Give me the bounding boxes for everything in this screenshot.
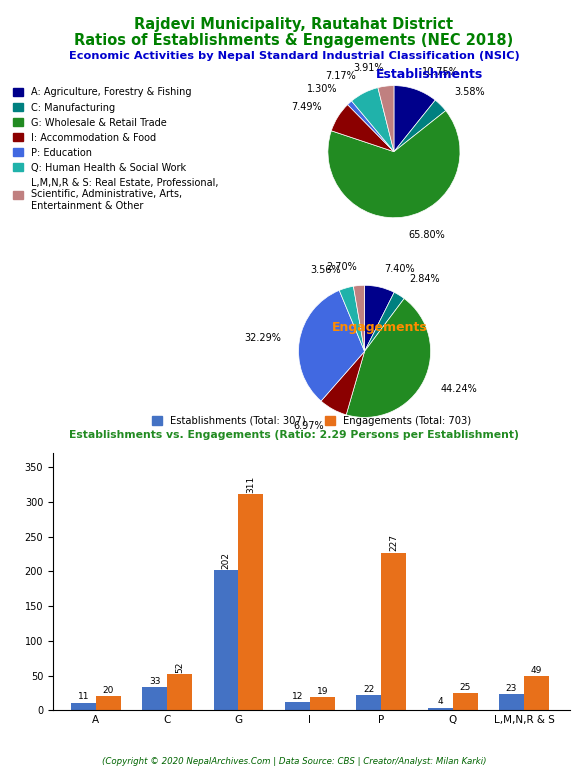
- Text: 3.58%: 3.58%: [454, 87, 485, 97]
- Bar: [96, 697, 121, 710]
- Text: 23: 23: [506, 684, 517, 693]
- Text: 12: 12: [292, 692, 303, 700]
- Text: 33: 33: [149, 677, 161, 686]
- Text: 44.24%: 44.24%: [440, 384, 477, 394]
- Text: 311: 311: [246, 475, 255, 493]
- Bar: [453, 693, 477, 710]
- Bar: [285, 702, 310, 710]
- Text: 7.40%: 7.40%: [384, 264, 415, 274]
- Text: Economic Activities by Nepal Standard Industrial Classification (NSIC): Economic Activities by Nepal Standard In…: [69, 51, 519, 61]
- Text: Engagements: Engagements: [332, 321, 427, 334]
- Text: 32.29%: 32.29%: [244, 333, 281, 343]
- Text: 227: 227: [389, 535, 398, 551]
- Wedge shape: [339, 286, 365, 352]
- Text: Rajdevi Municipality, Rautahat District: Rajdevi Municipality, Rautahat District: [135, 17, 453, 32]
- Bar: [499, 694, 524, 710]
- Text: 7.49%: 7.49%: [292, 102, 322, 112]
- Wedge shape: [352, 88, 394, 152]
- Wedge shape: [331, 104, 394, 152]
- Text: 2.70%: 2.70%: [327, 262, 358, 272]
- Legend: A: Agriculture, Forestry & Fishing, C: Manufacturing, G: Wholesale & Retail Trad: A: Agriculture, Forestry & Fishing, C: M…: [11, 85, 220, 213]
- Text: 10.75%: 10.75%: [422, 67, 459, 77]
- Text: 3.56%: 3.56%: [310, 265, 341, 275]
- Bar: [71, 703, 96, 710]
- Bar: [427, 707, 453, 710]
- Wedge shape: [328, 111, 460, 217]
- Wedge shape: [346, 299, 430, 417]
- Text: 19: 19: [316, 687, 328, 696]
- Text: 49: 49: [531, 666, 542, 675]
- Bar: [310, 697, 335, 710]
- Text: 4: 4: [437, 697, 443, 707]
- Text: 7.17%: 7.17%: [325, 71, 356, 81]
- Text: Establishments vs. Engagements (Ratio: 2.29 Persons per Establishment): Establishments vs. Engagements (Ratio: 2…: [69, 430, 519, 440]
- Text: 65.80%: 65.80%: [409, 230, 445, 240]
- Wedge shape: [365, 286, 394, 352]
- Wedge shape: [365, 293, 404, 352]
- Text: 2.84%: 2.84%: [409, 274, 440, 284]
- Text: 202: 202: [222, 551, 230, 568]
- Text: 25: 25: [459, 683, 471, 692]
- Bar: [524, 677, 549, 710]
- Wedge shape: [321, 352, 365, 415]
- Wedge shape: [353, 286, 365, 352]
- Text: 20: 20: [102, 686, 114, 695]
- Text: 11: 11: [78, 693, 89, 701]
- Text: 3.91%: 3.91%: [353, 63, 383, 73]
- Bar: [213, 570, 239, 710]
- Wedge shape: [394, 86, 435, 152]
- Wedge shape: [348, 101, 394, 152]
- Bar: [167, 674, 192, 710]
- Wedge shape: [378, 86, 394, 152]
- Text: 1.30%: 1.30%: [306, 84, 337, 94]
- Text: 52: 52: [175, 661, 184, 673]
- Text: 22: 22: [363, 685, 375, 694]
- Text: 6.97%: 6.97%: [293, 421, 324, 431]
- Wedge shape: [299, 290, 365, 401]
- Legend: Establishments (Total: 307), Engagements (Total: 703): Establishments (Total: 307), Engagements…: [148, 412, 476, 430]
- Bar: [356, 695, 381, 710]
- Bar: [142, 687, 167, 710]
- Bar: [381, 552, 406, 710]
- Bar: [239, 494, 263, 710]
- Wedge shape: [394, 100, 446, 152]
- Text: Ratios of Establishments & Engagements (NEC 2018): Ratios of Establishments & Engagements (…: [74, 33, 514, 48]
- Text: (Copyright © 2020 NepalArchives.Com | Data Source: CBS | Creator/Analyst: Milan : (Copyright © 2020 NepalArchives.Com | Da…: [102, 757, 486, 766]
- Text: Establishments: Establishments: [376, 68, 483, 81]
